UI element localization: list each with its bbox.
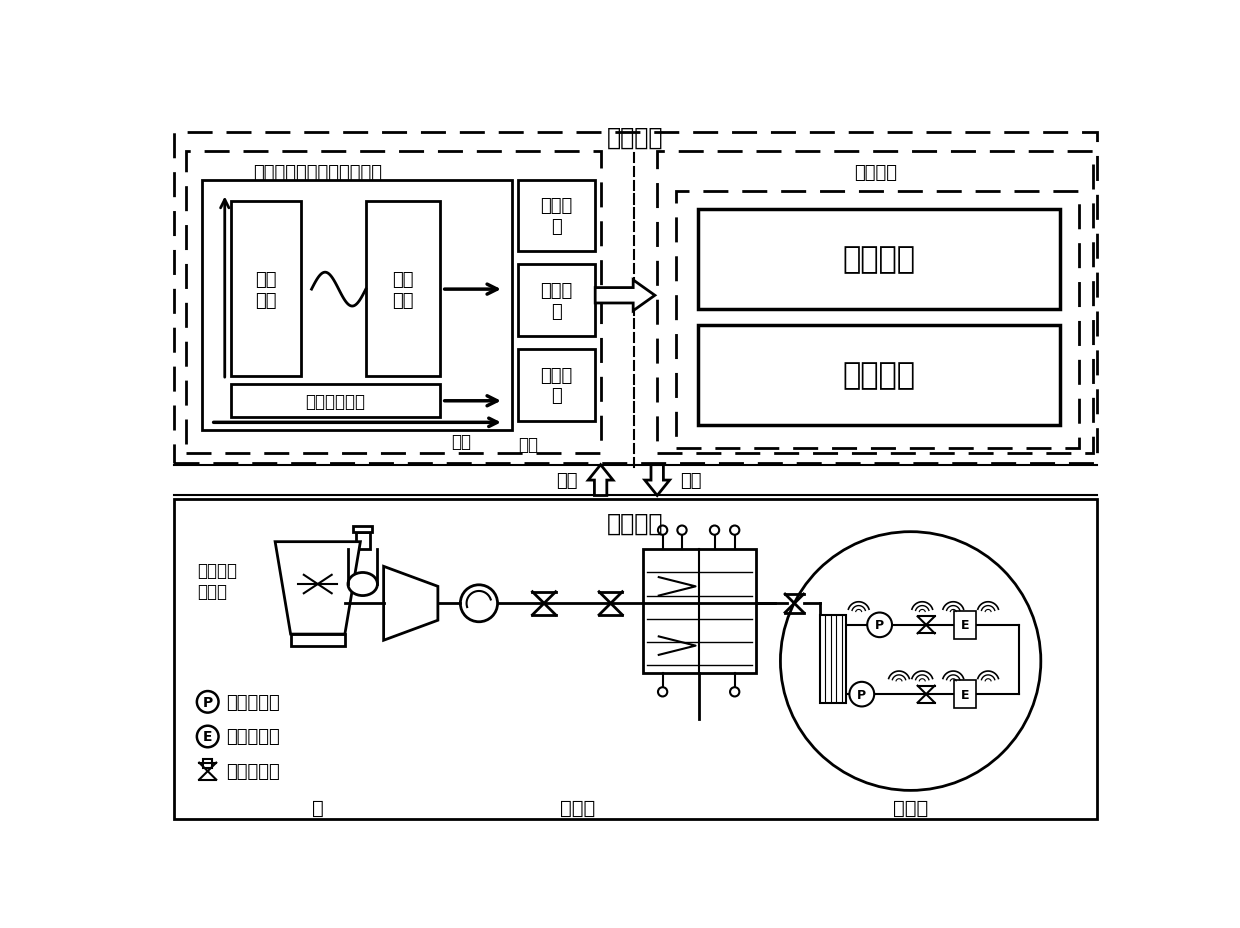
Text: 信息空间: 信息空间 [608,125,663,149]
Text: E: E [203,729,212,743]
Text: P: P [857,688,867,701]
Text: P: P [202,695,213,709]
Circle shape [460,586,497,622]
Circle shape [197,691,218,713]
Bar [657,151,1092,454]
Polygon shape [588,465,613,496]
Text: 时域: 时域 [451,432,471,451]
Text: 一次网: 一次网 [559,798,595,817]
Circle shape [849,682,874,707]
Bar [518,350,595,421]
Text: 数据集
成: 数据集 成 [541,197,573,236]
Bar [175,500,1096,819]
Text: 楼宇压差计: 楼宇压差计 [226,693,280,711]
Text: 楼宇热量表: 楼宇热量表 [226,728,280,746]
Circle shape [711,526,719,535]
Text: 数据存
储: 数据存 储 [541,281,573,320]
Text: 集成感知
与调控: 集成感知 与调控 [197,561,238,599]
Circle shape [197,726,218,747]
Bar [518,181,595,252]
Text: E: E [961,688,970,701]
Circle shape [867,612,892,638]
Text: 调控精准: 调控精准 [842,361,915,390]
Bar [697,210,1060,310]
Text: 供需平衡: 供需平衡 [842,245,915,275]
Bar [186,151,600,454]
Circle shape [780,532,1040,791]
Bar [954,680,976,708]
Circle shape [730,688,739,697]
Circle shape [677,526,687,535]
Text: E: E [961,619,970,632]
Bar [954,612,976,639]
Polygon shape [595,280,655,312]
Bar [231,384,440,418]
Bar [676,192,1079,448]
Text: 物理空间: 物理空间 [608,511,663,535]
Text: 信息: 信息 [518,436,538,454]
Text: 调控: 调控 [681,471,702,490]
Bar [231,202,300,377]
Text: 供热按需精准调控平台系统: 供热按需精准调控平台系统 [253,163,382,182]
Polygon shape [383,567,438,640]
Bar [356,533,370,549]
Text: 数据驱
动: 数据驱 动 [541,367,573,405]
Bar [366,202,440,377]
Polygon shape [275,542,361,635]
Text: 二次网: 二次网 [893,798,929,817]
Text: P: P [875,619,884,632]
Circle shape [730,526,739,535]
Bar [348,549,377,585]
Ellipse shape [348,573,377,596]
Bar [697,325,1060,425]
Circle shape [658,526,667,535]
Text: 调控目标: 调控目标 [854,163,898,182]
Bar [820,615,847,703]
Polygon shape [645,465,670,496]
Text: 先验
知识: 先验 知识 [255,270,277,309]
Bar [201,181,511,431]
Text: 映射: 映射 [556,471,578,490]
Text: 数据
辨识: 数据 辨识 [392,270,414,309]
Text: 源: 源 [312,798,324,817]
Bar [644,549,755,673]
Text: 动态先进控制: 动态先进控制 [305,393,366,410]
Bar [290,635,345,646]
Text: 楼宇电调阀: 楼宇电调阀 [226,762,280,780]
Bar [203,759,212,768]
Bar [518,265,595,337]
Circle shape [658,688,667,697]
Bar [353,527,372,533]
Bar [175,133,1096,464]
